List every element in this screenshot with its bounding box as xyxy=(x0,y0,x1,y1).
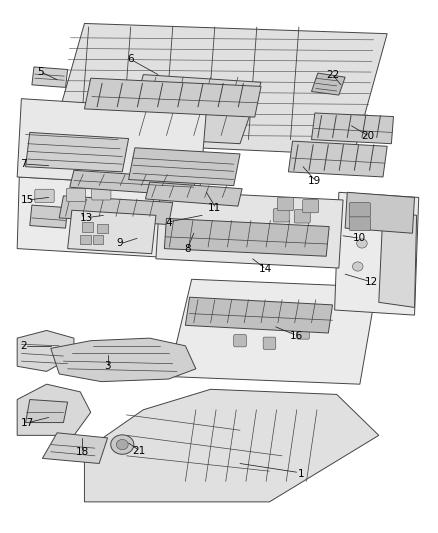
FancyBboxPatch shape xyxy=(92,187,111,200)
Polygon shape xyxy=(17,99,206,187)
Text: 15: 15 xyxy=(21,195,34,205)
FancyBboxPatch shape xyxy=(263,337,276,350)
Ellipse shape xyxy=(353,262,363,271)
Text: 17: 17 xyxy=(21,417,34,427)
Text: 7: 7 xyxy=(20,159,27,169)
Text: 1: 1 xyxy=(298,469,304,479)
Polygon shape xyxy=(379,210,417,308)
Text: 10: 10 xyxy=(353,233,367,244)
Polygon shape xyxy=(85,78,261,117)
Ellipse shape xyxy=(361,216,371,225)
Polygon shape xyxy=(25,400,67,423)
Text: 11: 11 xyxy=(208,203,222,213)
Text: 14: 14 xyxy=(258,264,272,274)
FancyBboxPatch shape xyxy=(297,327,309,339)
Polygon shape xyxy=(59,196,173,224)
Ellipse shape xyxy=(111,435,134,454)
Text: 2: 2 xyxy=(20,341,27,351)
Polygon shape xyxy=(345,192,414,233)
Text: 4: 4 xyxy=(165,218,172,228)
Polygon shape xyxy=(288,141,387,177)
FancyBboxPatch shape xyxy=(238,306,251,319)
Polygon shape xyxy=(25,132,129,172)
Ellipse shape xyxy=(357,239,367,248)
Polygon shape xyxy=(85,389,379,502)
FancyBboxPatch shape xyxy=(350,216,371,231)
Polygon shape xyxy=(67,210,156,254)
FancyBboxPatch shape xyxy=(80,235,91,244)
Text: 12: 12 xyxy=(364,277,378,287)
Polygon shape xyxy=(169,279,377,384)
Polygon shape xyxy=(70,171,196,196)
FancyBboxPatch shape xyxy=(97,223,108,233)
Text: 18: 18 xyxy=(76,447,89,457)
FancyBboxPatch shape xyxy=(67,188,86,201)
Text: 8: 8 xyxy=(184,244,191,254)
Text: 21: 21 xyxy=(132,446,146,456)
Polygon shape xyxy=(51,338,196,382)
Text: 20: 20 xyxy=(362,131,375,141)
Text: 22: 22 xyxy=(326,70,339,79)
FancyBboxPatch shape xyxy=(303,199,319,213)
Text: 13: 13 xyxy=(80,213,93,223)
FancyBboxPatch shape xyxy=(350,203,371,217)
FancyBboxPatch shape xyxy=(263,306,276,319)
FancyBboxPatch shape xyxy=(93,235,103,244)
Polygon shape xyxy=(127,75,261,144)
Polygon shape xyxy=(164,219,329,256)
FancyBboxPatch shape xyxy=(234,335,246,347)
FancyBboxPatch shape xyxy=(294,209,310,223)
FancyBboxPatch shape xyxy=(82,222,93,232)
Polygon shape xyxy=(42,433,108,464)
Polygon shape xyxy=(145,182,242,206)
Polygon shape xyxy=(17,330,74,372)
Polygon shape xyxy=(30,205,67,228)
Polygon shape xyxy=(129,148,240,185)
Polygon shape xyxy=(311,113,393,144)
Text: 5: 5 xyxy=(37,67,44,77)
Polygon shape xyxy=(32,67,67,87)
FancyBboxPatch shape xyxy=(273,209,289,222)
Text: 3: 3 xyxy=(104,361,111,372)
Polygon shape xyxy=(51,23,387,155)
Polygon shape xyxy=(17,384,91,435)
Polygon shape xyxy=(335,192,419,315)
Text: 16: 16 xyxy=(290,330,304,341)
Text: 9: 9 xyxy=(117,238,124,248)
Polygon shape xyxy=(156,191,343,268)
Polygon shape xyxy=(311,73,345,95)
Ellipse shape xyxy=(117,439,128,450)
Polygon shape xyxy=(17,177,196,259)
FancyBboxPatch shape xyxy=(35,189,54,203)
Text: 19: 19 xyxy=(308,175,321,185)
Polygon shape xyxy=(185,297,332,333)
FancyBboxPatch shape xyxy=(277,197,293,211)
Text: 6: 6 xyxy=(127,54,134,64)
